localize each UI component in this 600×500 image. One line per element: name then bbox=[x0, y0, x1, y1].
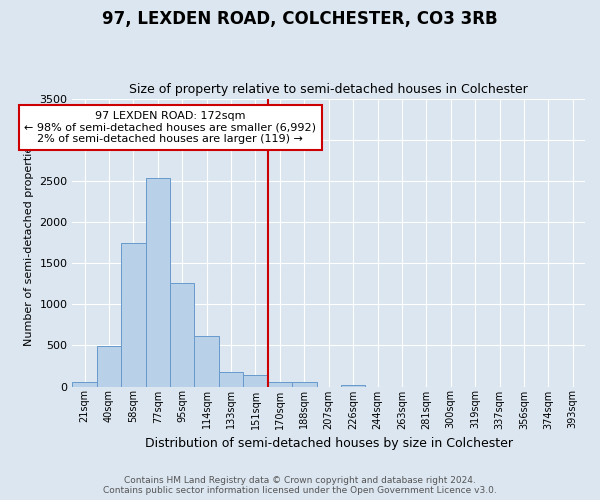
Text: 97 LEXDEN ROAD: 172sqm
← 98% of semi-detached houses are smaller (6,992)
2% of s: 97 LEXDEN ROAD: 172sqm ← 98% of semi-det… bbox=[24, 111, 316, 144]
Bar bbox=[268, 382, 292, 386]
Bar bbox=[219, 372, 243, 386]
Text: Contains HM Land Registry data © Crown copyright and database right 2024.
Contai: Contains HM Land Registry data © Crown c… bbox=[103, 476, 497, 495]
Bar bbox=[121, 244, 146, 386]
Bar bbox=[243, 376, 268, 386]
Bar bbox=[170, 283, 194, 387]
Title: Size of property relative to semi-detached houses in Colchester: Size of property relative to semi-detach… bbox=[130, 83, 528, 96]
Bar bbox=[146, 178, 170, 386]
X-axis label: Distribution of semi-detached houses by size in Colchester: Distribution of semi-detached houses by … bbox=[145, 437, 513, 450]
Bar bbox=[73, 382, 97, 386]
Y-axis label: Number of semi-detached properties: Number of semi-detached properties bbox=[24, 140, 34, 346]
Bar bbox=[97, 346, 121, 387]
Bar bbox=[292, 382, 317, 386]
Text: 97, LEXDEN ROAD, COLCHESTER, CO3 3RB: 97, LEXDEN ROAD, COLCHESTER, CO3 3RB bbox=[102, 10, 498, 28]
Bar bbox=[341, 385, 365, 386]
Bar bbox=[194, 336, 219, 386]
